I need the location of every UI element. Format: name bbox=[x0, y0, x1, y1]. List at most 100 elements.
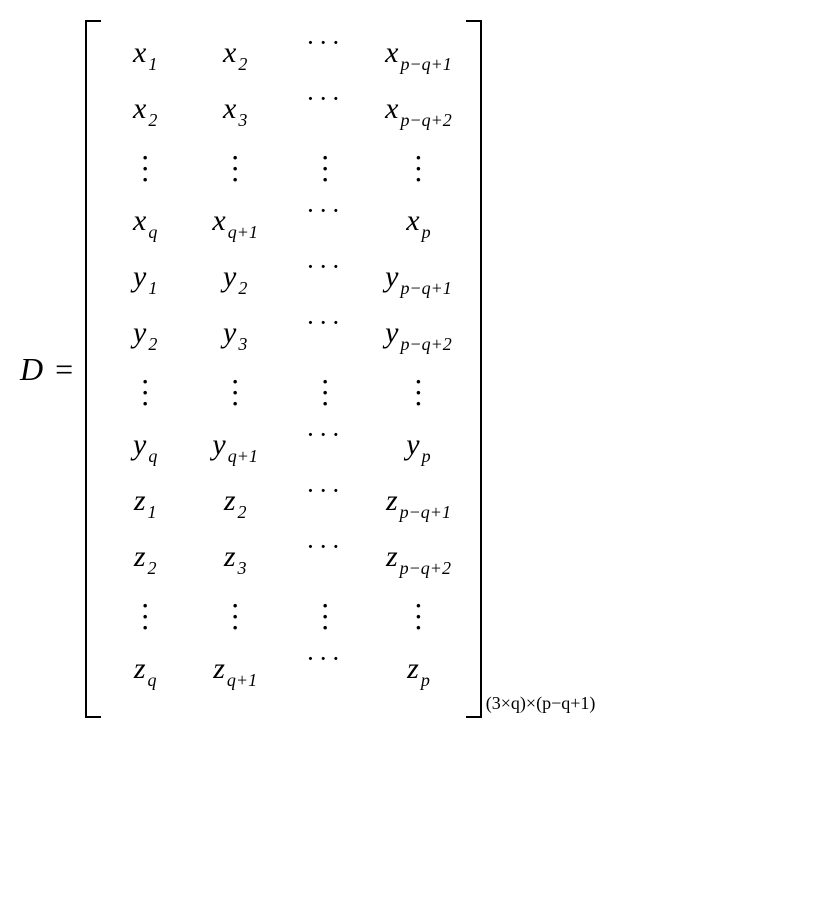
matrix-cell: xq bbox=[115, 204, 175, 254]
lhs-variable: D bbox=[20, 351, 43, 388]
variable: x bbox=[385, 92, 398, 126]
matrix-cell: ··· bbox=[295, 428, 355, 478]
subscript: 2 bbox=[238, 502, 247, 523]
vdots: ··· bbox=[141, 372, 148, 412]
matrix-cell: ··· bbox=[295, 92, 355, 142]
matrix-cell: yq+1 bbox=[205, 428, 265, 478]
subscript: q bbox=[148, 446, 157, 467]
variable: y bbox=[385, 260, 398, 294]
variable: x bbox=[212, 204, 225, 238]
right-bracket bbox=[466, 20, 482, 718]
subscript: q bbox=[148, 222, 157, 243]
vdots: ··· bbox=[321, 372, 328, 412]
left-bracket bbox=[85, 20, 101, 718]
vdots: ··· bbox=[141, 596, 148, 636]
matrix-cell: z2 bbox=[115, 540, 175, 590]
subscript: 2 bbox=[148, 558, 157, 579]
variable: z bbox=[224, 484, 236, 518]
subscript: 2 bbox=[148, 334, 157, 355]
subscript: q+1 bbox=[228, 222, 258, 243]
variable: x bbox=[223, 92, 236, 126]
subscript: p bbox=[422, 222, 431, 243]
cdots: ··· bbox=[306, 196, 344, 226]
vdots: ··· bbox=[231, 372, 238, 412]
matrix-dimension: (3×q)×(p−q+1) bbox=[486, 693, 596, 718]
vdots: ··· bbox=[415, 372, 422, 412]
matrix-cell: zp−q+2 bbox=[385, 540, 452, 590]
matrix-cell: y3 bbox=[205, 316, 265, 366]
matrix-cell: xp−q+1 bbox=[385, 36, 452, 86]
variable: z bbox=[134, 484, 146, 518]
cdots: ··· bbox=[306, 476, 344, 506]
cdots: ··· bbox=[306, 308, 344, 338]
matrix-cell: z2 bbox=[205, 484, 265, 534]
variable: z bbox=[134, 652, 146, 686]
matrix-cell: ··· bbox=[385, 148, 452, 198]
cdots: ··· bbox=[306, 644, 344, 674]
subscript: q+1 bbox=[228, 446, 258, 467]
variable: z bbox=[213, 652, 225, 686]
matrix-cell: ··· bbox=[385, 372, 452, 422]
matrix-cell: ··· bbox=[205, 596, 265, 646]
matrix-cell: x2 bbox=[205, 36, 265, 86]
matrix-cell: yp−q+2 bbox=[385, 316, 452, 366]
matrix-cell: ··· bbox=[115, 148, 175, 198]
vdots: ··· bbox=[321, 148, 328, 188]
matrix-cell: ··· bbox=[385, 596, 452, 646]
variable: z bbox=[386, 484, 398, 518]
cdots: ··· bbox=[306, 420, 344, 450]
vdots: ··· bbox=[415, 596, 422, 636]
vdots: ··· bbox=[415, 148, 422, 188]
subscript: p bbox=[421, 670, 430, 691]
cdots: ··· bbox=[306, 252, 344, 282]
vdots: ··· bbox=[141, 148, 148, 188]
vdots: ··· bbox=[231, 596, 238, 636]
matrix-cell: ··· bbox=[295, 540, 355, 590]
matrix-cell: xp bbox=[385, 204, 452, 254]
matrix-cell: ··· bbox=[295, 260, 355, 310]
matrix-cell: zp bbox=[385, 652, 452, 702]
matrix-cell: ··· bbox=[205, 372, 265, 422]
matrix-cell: zq+1 bbox=[205, 652, 265, 702]
variable: y bbox=[223, 316, 236, 350]
matrix-cell: ··· bbox=[295, 652, 355, 702]
matrix-cell: z3 bbox=[205, 540, 265, 590]
subscript: p−q+2 bbox=[400, 110, 451, 131]
cdots: ··· bbox=[306, 84, 344, 114]
variable: z bbox=[224, 540, 236, 574]
matrix-cell: ··· bbox=[295, 484, 355, 534]
matrix-cell: xq+1 bbox=[205, 204, 265, 254]
variable: z bbox=[386, 540, 398, 574]
variable: y bbox=[133, 428, 146, 462]
matrix-cell: ··· bbox=[115, 372, 175, 422]
variable: z bbox=[134, 540, 146, 574]
matrix-cell: z1 bbox=[115, 484, 175, 534]
matrix-cell: y1 bbox=[115, 260, 175, 310]
subscript: p−q+1 bbox=[400, 502, 451, 523]
variable: z bbox=[407, 652, 419, 686]
matrix-with-dimension: x1x2···xp−q+1x2x3···xp−q+2············xq… bbox=[85, 20, 595, 718]
subscript: 3 bbox=[238, 110, 247, 131]
matrix-cell: ··· bbox=[295, 148, 355, 198]
matrix-cell: zq bbox=[115, 652, 175, 702]
subscript: 1 bbox=[148, 54, 157, 75]
matrix-cell: x1 bbox=[115, 36, 175, 86]
matrix-cell: x2 bbox=[115, 92, 175, 142]
cdots: ··· bbox=[306, 28, 344, 58]
variable: x bbox=[133, 204, 146, 238]
subscript: 3 bbox=[238, 334, 247, 355]
matrix-cell: ··· bbox=[295, 204, 355, 254]
matrix-cell: x3 bbox=[205, 92, 265, 142]
subscript: p−q+2 bbox=[400, 558, 451, 579]
subscript: 3 bbox=[238, 558, 247, 579]
variable: y bbox=[385, 316, 398, 350]
equals-sign: = bbox=[55, 351, 73, 388]
subscript: 2 bbox=[238, 54, 247, 75]
variable: x bbox=[133, 92, 146, 126]
variable: x bbox=[385, 36, 398, 70]
matrix-cell: ··· bbox=[205, 148, 265, 198]
subscript: p−q+1 bbox=[400, 278, 451, 299]
variable: y bbox=[133, 260, 146, 294]
matrix-cell: ··· bbox=[115, 596, 175, 646]
matrix-grid: x1x2···xp−q+1x2x3···xp−q+2············xq… bbox=[101, 20, 466, 718]
